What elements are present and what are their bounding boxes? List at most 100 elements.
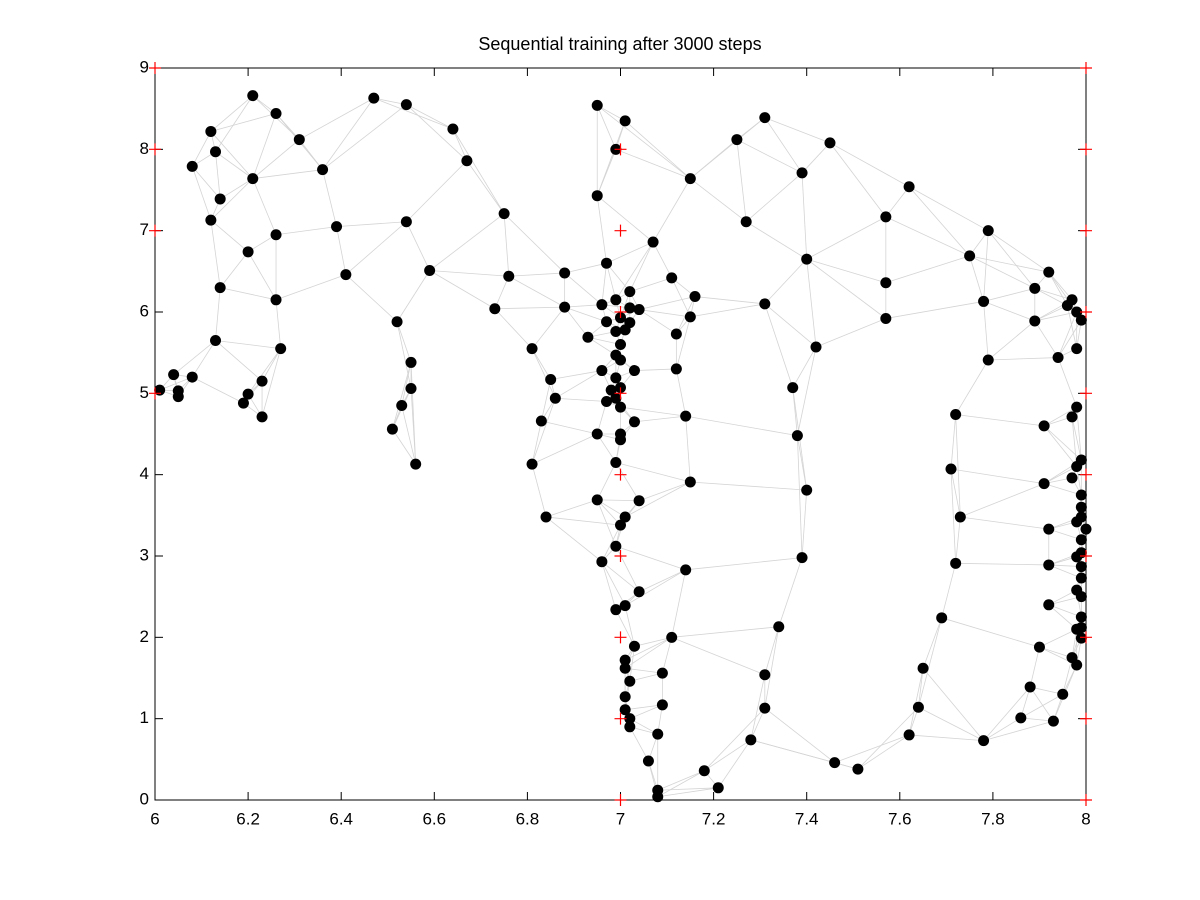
neighbor-edge — [624, 120, 691, 179]
neighbor-edge — [494, 306, 565, 310]
neuron — [656, 699, 668, 711]
neuron — [656, 667, 668, 679]
input-point — [1080, 468, 1092, 481]
neighbor-edge — [596, 105, 691, 179]
neuron — [1075, 501, 1087, 513]
neighbor-edge — [704, 707, 766, 771]
neighbor-edge — [396, 270, 430, 322]
neighbor-edge — [596, 433, 617, 463]
neuron — [1071, 401, 1083, 413]
neighbor-edge — [918, 668, 924, 708]
input-point — [614, 306, 627, 318]
neighbor-edge — [406, 104, 468, 162]
neighbor-edge — [596, 499, 621, 526]
neuron — [689, 291, 701, 303]
neighbor-edge — [671, 626, 779, 638]
neuron — [712, 782, 724, 794]
neuron — [801, 253, 813, 265]
neighbor-edge — [452, 128, 505, 214]
neuron — [1071, 306, 1083, 318]
x-tick-label: 7.8 — [981, 809, 1005, 828]
neighbor-edge — [792, 346, 817, 388]
neighbor-edge — [606, 241, 654, 264]
neuron — [535, 415, 547, 427]
neuron — [670, 328, 682, 340]
neuron — [1043, 523, 1055, 535]
neuron — [652, 728, 664, 740]
neuron — [824, 137, 836, 149]
neighbor-edge — [541, 420, 598, 435]
input-point — [1080, 224, 1092, 237]
neuron — [982, 225, 994, 237]
neighbor-edge — [624, 605, 635, 647]
neuron — [256, 375, 268, 387]
neighbor-edge — [950, 468, 957, 564]
neighbor-edge — [564, 272, 603, 305]
neighbor-edge — [801, 172, 808, 260]
neuron — [368, 92, 380, 104]
neuron — [615, 519, 626, 531]
neuron — [591, 99, 603, 111]
neighbor-edge — [406, 160, 468, 223]
neuron — [591, 428, 603, 440]
neighbor-edge — [764, 258, 807, 305]
y-tick-label: 7 — [140, 220, 149, 239]
neighbor-edge — [531, 420, 542, 465]
neuron — [1075, 611, 1087, 623]
neighbor-edge — [918, 617, 943, 708]
neuron — [624, 713, 636, 725]
neighbor-edge — [801, 142, 831, 174]
neuron — [740, 216, 752, 228]
neuron — [670, 363, 682, 375]
neuron — [773, 621, 785, 633]
neuron — [526, 343, 538, 355]
neuron — [610, 294, 622, 306]
neuron — [950, 557, 962, 569]
neuron — [549, 392, 561, 404]
neighbor-edge — [215, 151, 221, 199]
neuron — [917, 662, 929, 674]
neighbor-edge — [955, 359, 989, 415]
neighbor-edge — [950, 468, 961, 518]
neighbor-edge — [1048, 271, 1073, 301]
neighbor-edge — [717, 739, 752, 789]
neighbor-edge — [531, 433, 598, 465]
neighbor-edge — [955, 414, 1045, 427]
input-point — [149, 387, 161, 400]
neuron — [642, 755, 654, 767]
neighbor-edge — [596, 149, 617, 196]
neuron — [978, 735, 990, 747]
neighbor-edge — [922, 617, 943, 669]
neighbor-edge — [638, 569, 686, 593]
neuron — [936, 612, 948, 624]
neighbor-edge — [955, 562, 1049, 566]
neuron — [619, 704, 631, 716]
neighbor-edge — [685, 415, 798, 437]
neighbor-edge — [252, 178, 277, 235]
neighbor-edge — [215, 340, 263, 382]
neuron — [214, 282, 226, 294]
neighbor-edge — [629, 672, 663, 682]
neuron — [619, 654, 631, 666]
neuron — [615, 401, 626, 413]
neuron — [610, 326, 622, 338]
neuron — [610, 372, 622, 384]
y-tick-label: 8 — [140, 139, 149, 158]
neighbor-edge — [690, 178, 747, 223]
neighbor-edge — [764, 117, 831, 144]
neighbor-edge — [969, 255, 984, 302]
neighbor-edge — [685, 557, 803, 571]
neighbor-edge — [634, 415, 686, 423]
neuron — [950, 408, 962, 420]
input-point — [614, 794, 627, 806]
neuron — [405, 382, 417, 394]
neuron — [633, 495, 645, 507]
neuron — [1029, 315, 1041, 327]
neighbor-edge — [1076, 407, 1082, 461]
neighbor-edge — [1043, 466, 1077, 484]
neighbor-edge — [406, 104, 454, 130]
neighbor-edge — [1048, 271, 1068, 306]
neighbor-edge — [601, 561, 640, 593]
neuron — [680, 564, 692, 576]
neuron — [1038, 478, 1050, 490]
